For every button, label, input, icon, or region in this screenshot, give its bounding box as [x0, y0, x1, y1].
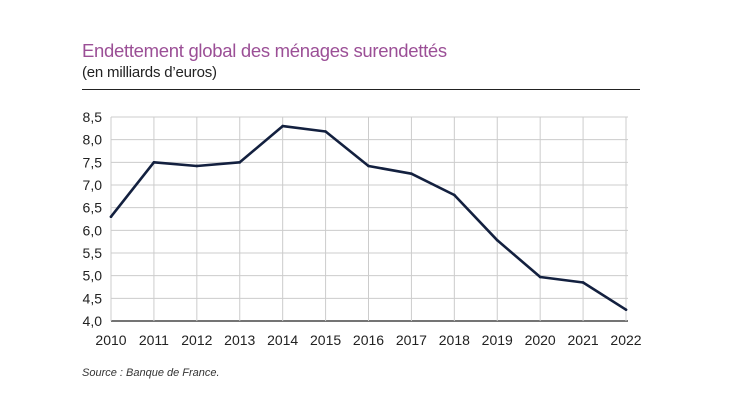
title-rule: [82, 89, 640, 90]
x-tick-label: 2010: [95, 332, 126, 348]
data-point: [624, 308, 628, 311]
x-tick-label: 2016: [353, 332, 384, 348]
data-point: [109, 215, 113, 219]
data-point: [367, 164, 370, 168]
y-tick-label: 5,5: [83, 245, 103, 261]
x-tick-label: 2017: [396, 332, 427, 348]
source-note: Source : Banque de France.: [82, 367, 220, 379]
data-point: [581, 281, 585, 284]
y-tick-label: 7,5: [83, 154, 103, 170]
x-tick-label: 2013: [224, 332, 255, 348]
y-tick-label: 4,0: [83, 313, 103, 329]
x-tick-label: 2022: [610, 332, 641, 348]
x-axis-tick-labels: 2010 2011 2012 2013 2014 2015 2016 2017 2018 2019…: [95, 332, 641, 348]
chart-subtitle: (en milliards d’euros): [82, 64, 217, 81]
y-tick-label: 7,0: [83, 177, 103, 193]
gridlines: [110, 116, 628, 322]
y-tick-label: 8,5: [83, 109, 103, 125]
data-point: [324, 130, 327, 133]
x-tick-label: 2012: [181, 332, 212, 348]
y-tick-label: 6,0: [83, 222, 103, 238]
x-tick-label: 2019: [482, 332, 513, 348]
data-point: [453, 193, 456, 197]
x-tick-label: 2018: [439, 332, 470, 348]
y-tick-label: 4,5: [83, 290, 103, 306]
y-tick-label: 6,5: [83, 200, 103, 216]
data-point: [152, 161, 156, 164]
x-tick-label: 2020: [525, 332, 556, 348]
y-axis-tick-labels: 4,0 4,5 5,0 5,5 6,0 6,5 7,0 7,5 8,0 8,5: [83, 109, 103, 329]
x-tick-label: 2011: [139, 332, 169, 348]
y-tick-label: 5,0: [83, 268, 103, 284]
y-tick-label: 8,0: [83, 132, 103, 148]
x-tick-label: 2014: [267, 332, 298, 348]
x-tick-label: 2015: [310, 332, 341, 348]
data-point: [238, 161, 242, 164]
data-point: [281, 124, 284, 128]
data-point: [495, 239, 499, 242]
data-series: [109, 124, 628, 312]
chart-title: Endettement global des ménages surendett…: [82, 40, 447, 61]
x-tick-label: 2021: [568, 332, 599, 348]
data-point: [410, 172, 413, 175]
data-point: [538, 275, 542, 279]
data-point: [195, 164, 199, 168]
